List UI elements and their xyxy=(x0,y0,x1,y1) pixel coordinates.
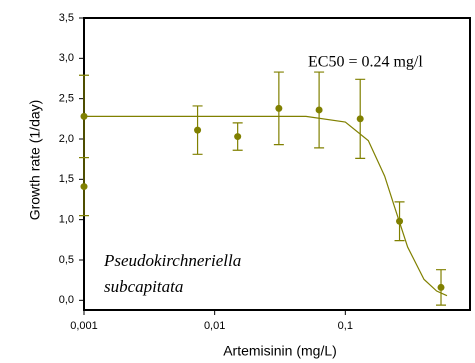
x-tick-label: 0,1 xyxy=(338,320,353,332)
y-tick-label: 1,0 xyxy=(59,214,74,226)
data-point xyxy=(356,115,364,123)
data-point xyxy=(194,126,202,134)
y-tick-label: 2,0 xyxy=(59,133,74,145)
y-tick-label: 3,5 xyxy=(59,12,74,24)
y-tick-label: 0,5 xyxy=(59,254,74,266)
data-point xyxy=(275,104,283,112)
y-tick-label: 2,5 xyxy=(59,93,74,105)
y-tick-label: 3,0 xyxy=(59,52,74,64)
data-point xyxy=(437,283,445,291)
species-label: Pseudokirchneriella xyxy=(103,251,241,270)
x-tick-label: 0,01 xyxy=(204,320,225,332)
fit-curve xyxy=(84,115,448,297)
data-point xyxy=(396,217,404,225)
x-tick-label: 0,001 xyxy=(70,320,98,332)
data-point xyxy=(234,133,242,141)
y-axis-label: Growth rate (1/day) xyxy=(27,100,43,221)
data-point xyxy=(80,183,88,191)
y-tick-label: 1,5 xyxy=(59,173,74,185)
data-point xyxy=(80,112,88,120)
species-label: subcapitata xyxy=(104,277,183,296)
x-axis-label: Artemisinin (mg/L) xyxy=(223,343,337,359)
y-tick-label: 0,0 xyxy=(59,294,74,306)
data-point xyxy=(315,106,323,114)
ec50-annotation: EC50 = 0.24 mg/l xyxy=(308,54,423,71)
